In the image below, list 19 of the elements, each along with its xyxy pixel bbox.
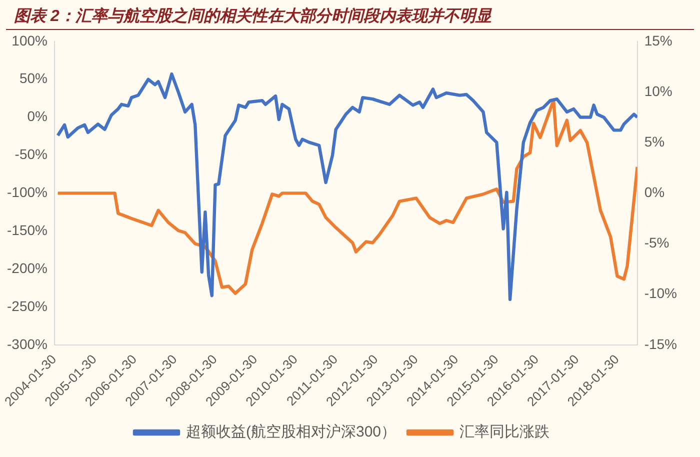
y2-tick-label: 0%	[644, 184, 665, 200]
y2-tick-label: 15%	[644, 32, 672, 48]
y-tick-label: -200%	[7, 260, 48, 276]
legend-label: 汇率同比涨跌	[460, 424, 550, 441]
y2-tick-label: 5%	[644, 133, 665, 150]
y2-tick-label: -10%	[644, 285, 678, 302]
y-tick-label: 0%	[27, 108, 48, 124]
y2-tick-label: 10%	[644, 82, 672, 99]
y-tick-label: 100%	[12, 32, 48, 48]
y2-tick-label: -15%	[644, 336, 678, 352]
legend-label: 超额收益(航空股相对沪深300）	[186, 424, 396, 441]
y2-tick-label: -5%	[644, 234, 670, 251]
y-tick-label: -100%	[7, 184, 48, 200]
y-tick-label: -150%	[7, 222, 48, 238]
y-tick-label: -300%	[7, 336, 48, 352]
chart-title: 图表 2：汇率与航空股之间的相关性在大部分时间段内表现并不明显	[6, 0, 694, 30]
y-tick-label: -250%	[7, 298, 48, 314]
y-tick-label: 50%	[19, 70, 48, 86]
y-tick-label: -50%	[14, 146, 48, 162]
